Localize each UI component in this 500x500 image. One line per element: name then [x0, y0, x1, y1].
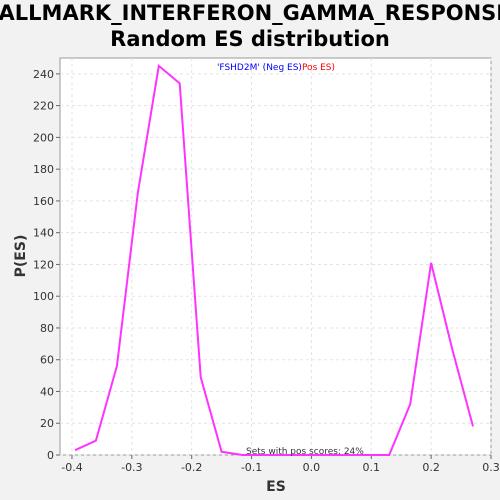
legend-entry-pos: Pos ES)	[302, 63, 335, 73]
chart-title-line2: Random ES distribution	[110, 27, 390, 51]
axis-ticks: 0 20 40 60 80 100 120 140 160 180 200 220 240 -0.4 -0.…	[33, 68, 500, 474]
y-tick-label: 60	[40, 354, 54, 367]
pos-scores-annotation: Sets with pos scores: 24%	[246, 447, 364, 457]
y-tick-label: 200	[33, 131, 54, 144]
series-group	[74, 64, 474, 456]
y-tick-label: 40	[40, 385, 54, 398]
x-tick-label: 0.1	[363, 461, 381, 474]
series-line	[74, 64, 474, 456]
y-tick-label: 180	[33, 163, 54, 176]
y-tick-label: 0	[47, 449, 54, 462]
y-tick-label: 160	[33, 195, 54, 208]
x-tick-label: -0.1	[241, 461, 262, 474]
y-tick-label: 120	[33, 258, 54, 271]
legend-entry-neg: 'FSHD2M' (Neg ES)	[217, 63, 302, 73]
y-tick-label: 240	[33, 68, 54, 81]
x-tick-label: -0.2	[181, 461, 202, 474]
y-tick-label: 140	[33, 227, 54, 240]
x-tick-label: 0.3	[482, 461, 500, 474]
y-tick-label: 100	[33, 290, 54, 303]
x-tick-label: 0.2	[422, 461, 440, 474]
y-tick-label: 80	[40, 322, 54, 335]
plot-area	[59, 57, 492, 456]
y-tick-label: 20	[40, 417, 54, 430]
x-axis-title: ES	[266, 479, 286, 495]
legend: 'FSHD2M' (Neg ES)Pos ES)	[217, 63, 335, 73]
x-tick-label: -0.3	[121, 461, 142, 474]
y-axis-title: P(ES)	[13, 235, 29, 278]
x-tick-label: -0.4	[61, 461, 82, 474]
y-tick-label: 220	[33, 100, 54, 113]
x-tick-label: 0.0	[303, 461, 321, 474]
chart-title-line1: HALLMARK_INTERFERON_GAMMA_RESPONSE:	[0, 1, 500, 25]
